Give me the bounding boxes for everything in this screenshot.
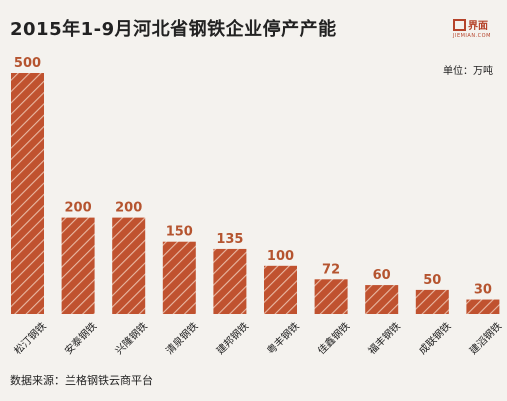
bar-value-label: 500 xyxy=(14,56,41,71)
bar-value-label: 30 xyxy=(474,283,492,298)
bar xyxy=(365,285,399,314)
bar xyxy=(11,73,44,314)
unit-label: 单位：万吨 xyxy=(443,66,493,77)
data-source: 数据来源：兰格钢铁云商平台 xyxy=(10,374,153,387)
category-label: 清泉钢铁 xyxy=(163,319,200,356)
logo-text: 界面 xyxy=(468,21,488,32)
chart-title: 2015年1-9月河北省钢铁企业停产产能 xyxy=(10,19,337,40)
bar xyxy=(162,241,196,314)
bar-value-label: 200 xyxy=(65,201,92,216)
bar xyxy=(213,248,247,314)
category-label: 兴隆钢铁 xyxy=(112,319,149,356)
bar-value-label: 150 xyxy=(166,225,193,240)
bar-value-label: 200 xyxy=(115,201,142,216)
logo-subtext: JIEMIAN.COM xyxy=(453,33,491,39)
bar xyxy=(112,217,146,314)
bar xyxy=(415,289,449,314)
bar xyxy=(61,217,95,314)
bar-value-label: 100 xyxy=(267,249,294,264)
category-label: 安泰钢铁 xyxy=(62,319,99,356)
bar-value-label: 72 xyxy=(322,262,340,277)
category-label: 粤丰钢铁 xyxy=(264,319,301,356)
category-label: 福丰钢铁 xyxy=(365,319,402,356)
bar-value-label: 135 xyxy=(216,232,243,247)
bar xyxy=(466,299,500,314)
bar-value-label: 50 xyxy=(423,273,441,288)
category-label: 松汀钢铁 xyxy=(11,319,48,356)
jiemian-logo: 界面 JIEMIAN.COM xyxy=(453,19,493,39)
bar-value-label: 60 xyxy=(373,268,391,283)
bar xyxy=(264,265,297,314)
category-label: 佳鑫钢铁 xyxy=(315,319,352,356)
bar xyxy=(314,279,348,314)
category-label: 建邦钢铁 xyxy=(214,319,251,356)
logo-mark-icon xyxy=(453,19,466,31)
category-label: 建滔钢铁 xyxy=(467,319,504,356)
category-label: 成联钢铁 xyxy=(416,319,453,356)
